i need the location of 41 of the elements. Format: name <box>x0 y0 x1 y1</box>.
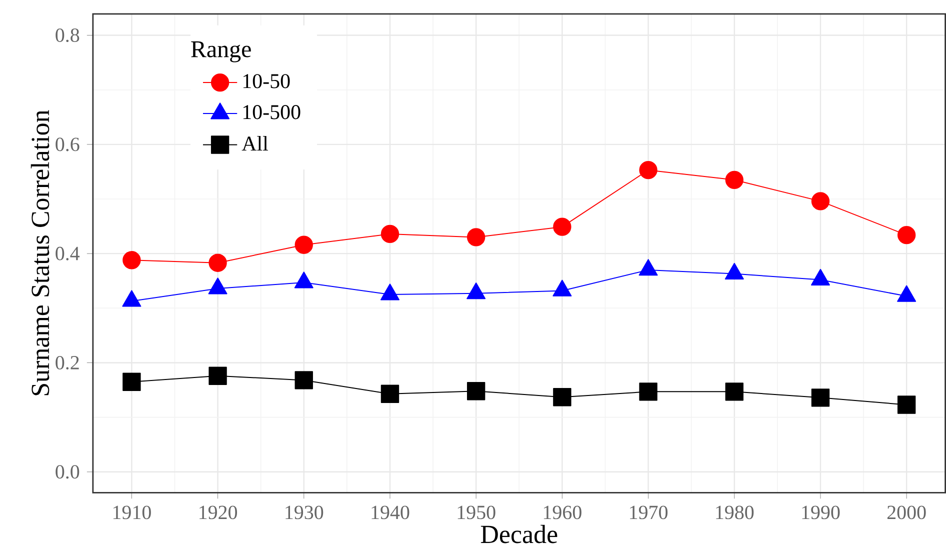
x-axis-title: Decade <box>480 525 558 544</box>
x-tick-label: 1910 <box>113 506 151 520</box>
legend-title: Range <box>191 42 251 62</box>
x-tick-label: 1980 <box>716 506 754 520</box>
legend-label: 10-50 <box>243 74 290 88</box>
point <box>122 251 141 270</box>
x-tick-label: 1960 <box>544 506 582 520</box>
point <box>553 388 572 406</box>
x-tick-label: 1920 <box>200 506 238 520</box>
point <box>725 382 744 401</box>
y-tick-label: 0.8 <box>56 28 80 42</box>
point <box>811 388 830 407</box>
point <box>380 225 400 244</box>
x-tick-label: 1970 <box>630 506 668 520</box>
x-tick-label: 1990 <box>802 506 840 520</box>
point <box>466 382 486 400</box>
point <box>466 228 486 247</box>
point <box>639 161 658 180</box>
point <box>897 226 916 244</box>
x-tick-label: 1930 <box>286 506 324 520</box>
x-tick-label: 1950 <box>458 506 496 520</box>
y-axis-title: Surname Status Correlation <box>30 110 50 396</box>
legend-label: 10-500 <box>243 105 300 120</box>
point <box>380 384 400 404</box>
point <box>897 396 916 414</box>
x-tick-label: 1940 <box>372 506 410 520</box>
y-tick-label: 0.0 <box>56 465 80 479</box>
point <box>294 371 313 390</box>
y-tick-label: 0.6 <box>56 138 80 152</box>
point <box>553 218 572 236</box>
legend-label: All <box>242 136 268 151</box>
point <box>122 372 141 392</box>
point <box>294 236 313 254</box>
point <box>725 171 744 190</box>
y-tick-label: 0.2 <box>56 356 79 370</box>
x-tick-label: 2000 <box>887 506 926 520</box>
point <box>811 192 830 210</box>
point <box>208 254 227 272</box>
y-tick-label: 0.4 <box>56 247 80 261</box>
point <box>208 366 227 386</box>
point <box>639 382 658 401</box>
